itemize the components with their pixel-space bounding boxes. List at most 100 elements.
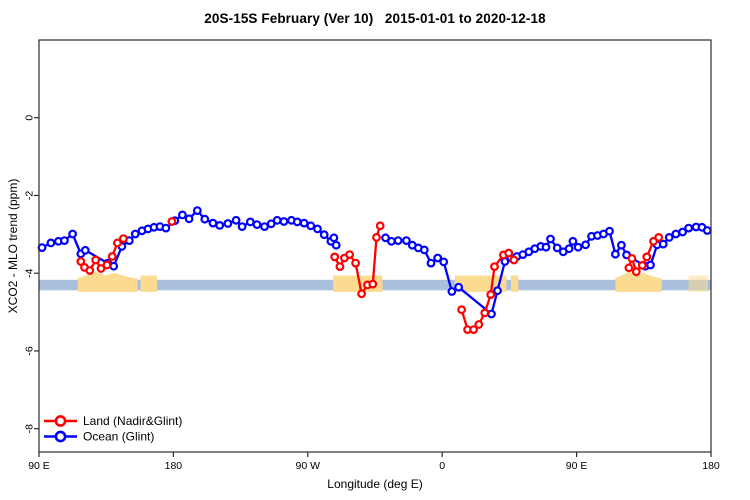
ocean-point-marker	[546, 234, 555, 244]
land-point-marker	[335, 262, 345, 272]
land-point-marker	[624, 263, 634, 273]
land-point-marker	[330, 252, 340, 262]
land-patch	[77, 271, 138, 292]
ocean-point-marker	[266, 219, 276, 229]
y-tick-label: -2	[24, 191, 36, 200]
series-ocean	[37, 206, 712, 319]
ocean-point-marker	[60, 236, 69, 246]
land-point-marker	[167, 217, 177, 226]
ocean-point-marker	[433, 253, 443, 263]
land-point-marker	[654, 232, 664, 242]
ocean-point-marker	[439, 257, 449, 267]
land-point-marker	[375, 221, 385, 231]
x-axis: 90 E 180 90 W 0 90 E 180	[28, 452, 720, 472]
land-point-marker	[474, 320, 484, 329]
land-point-marker	[469, 325, 479, 335]
y-tick-label: -8	[24, 424, 36, 433]
ocean-point-marker	[658, 239, 668, 249]
ocean-point-marker	[215, 220, 225, 230]
legend-label: Land (Nadir&Glint)	[83, 414, 182, 428]
land-patch	[615, 271, 662, 292]
legend-label: Ocean (Glint)	[83, 430, 154, 444]
ocean-point-marker	[37, 243, 47, 253]
y-tick-label: 0	[24, 115, 36, 121]
ocean-point-marker	[573, 242, 583, 252]
ocean-point-marker	[260, 222, 269, 232]
land-point-marker	[457, 305, 467, 315]
x-tick-label: 180	[702, 460, 720, 472]
land-patches	[77, 271, 709, 292]
ocean-point-marker	[402, 236, 411, 246]
ocean-point-marker	[541, 242, 551, 252]
land-point-marker	[637, 261, 647, 270]
land-patch	[688, 275, 709, 292]
ocean-point-marker	[299, 218, 309, 228]
y-axis: 0 -2 -4 -6 -8	[24, 115, 39, 433]
x-tick-label: 180	[165, 460, 183, 472]
land-point-marker	[351, 258, 361, 268]
land-point-marker	[480, 308, 490, 318]
ocean-point-marker	[237, 222, 247, 232]
ocean-point-marker	[184, 214, 194, 224]
ocean-point-marker	[393, 236, 403, 246]
x-tick-label: 90 E	[566, 460, 588, 472]
ocean-point-marker	[306, 221, 316, 231]
ocean-point-marker	[684, 223, 693, 233]
ocean-point-marker	[605, 226, 614, 236]
land-point-marker	[631, 267, 641, 277]
land-point-marker	[76, 257, 86, 266]
y-tick-label: -6	[24, 346, 36, 355]
ocean-point-marker	[177, 210, 187, 220]
ocean-point-marker	[329, 233, 339, 243]
plot-border	[38, 39, 712, 453]
legend-marker	[54, 415, 67, 427]
ocean-point-marker	[646, 260, 655, 270]
ocean-point-marker	[664, 232, 674, 242]
ocean-point-marker	[671, 229, 681, 239]
ocean-point-marker	[319, 230, 329, 240]
land-point-marker	[509, 255, 519, 265]
land-patch	[140, 275, 157, 292]
ocean-point-marker	[564, 244, 574, 254]
ocean-point-marker	[617, 240, 626, 250]
ocean-point-marker	[454, 282, 464, 292]
ocean-point-marker	[581, 240, 590, 250]
land-point-marker	[504, 248, 514, 258]
ocean-point-marker	[447, 287, 457, 296]
land-point-marker	[627, 253, 637, 263]
ocean-point-marker	[292, 217, 302, 227]
land-line	[333, 224, 382, 295]
x-tick-label: 90 E	[28, 460, 50, 472]
ocean-point-marker	[313, 224, 322, 234]
ocean-point-marker	[611, 249, 620, 259]
land-point-marker	[107, 252, 117, 261]
land-point-marker	[372, 232, 381, 242]
ocean-point-marker	[426, 258, 436, 268]
ocean-point-marker	[192, 206, 202, 216]
x-tick-label: 0	[439, 460, 445, 472]
land-point-marker	[102, 260, 112, 270]
ocean-point-marker	[231, 215, 241, 225]
land-point-marker	[112, 238, 122, 248]
ocean-point-marker	[419, 245, 429, 255]
ocean-point-marker	[200, 214, 210, 224]
land-point-marker	[642, 252, 652, 262]
ocean-point-marker	[678, 227, 687, 237]
chart-title: 20S-15S February (Ver 10) 2015-01-01 to …	[204, 11, 546, 26]
ocean-point-marker	[552, 243, 562, 253]
x-axis-label: Longitude (deg E)	[327, 477, 423, 491]
y-tick-label: -4	[24, 268, 36, 277]
land-point-marker	[486, 290, 496, 300]
ocean-point-marker	[487, 309, 496, 319]
x-tick-label: 90 W	[296, 460, 321, 472]
ocean-point-marker	[702, 226, 712, 235]
ocean-point-marker	[109, 261, 119, 271]
ocean-point-marker	[68, 229, 77, 239]
land-point-marker	[345, 250, 355, 260]
ocean-point-marker	[161, 223, 171, 233]
series-land	[76, 217, 664, 335]
land-point-marker	[357, 289, 367, 299]
land-point-marker	[490, 262, 499, 272]
